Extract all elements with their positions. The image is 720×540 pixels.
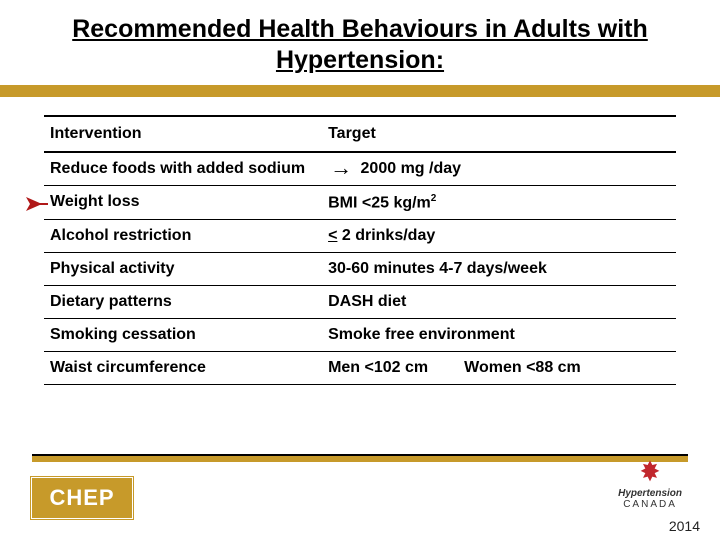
superscript: 2: [431, 193, 437, 204]
behaviours-table: Intervention Target Reduce foods with ad…: [44, 115, 676, 385]
cell-target: DASH diet: [322, 285, 676, 318]
cell-intervention: Weight loss: [44, 185, 322, 219]
target-text: BMI <25 kg/m: [328, 194, 431, 211]
table-row: Smoking cessation Smoke free environment: [44, 318, 676, 351]
cell-intervention: Physical activity: [44, 252, 322, 285]
row-marker-icon: [26, 197, 48, 211]
cell-target: 30-60 minutes 4-7 days/week: [322, 252, 676, 285]
cell-intervention: Dietary patterns: [44, 285, 322, 318]
slide-title: Recommended Health Behaviours in Adults …: [0, 0, 720, 83]
table-row: Dietary patterns DASH diet: [44, 285, 676, 318]
table-row: Physical activity 30-60 minutes 4-7 days…: [44, 252, 676, 285]
accent-bar-bottom: [32, 454, 688, 462]
cell-intervention: Waist circumference: [44, 351, 322, 384]
table-container: Intervention Target Reduce foods with ad…: [0, 97, 720, 385]
chep-logo: CHEP: [32, 478, 132, 518]
target-text: Women <88 cm: [464, 359, 581, 376]
maple-leaf-icon: [636, 458, 664, 486]
cell-intervention: Smoking cessation: [44, 318, 322, 351]
accent-bar-top: [0, 85, 720, 97]
col-target: Target: [322, 116, 676, 152]
cell-target: → 2000 mg /day: [322, 152, 676, 186]
table-row: Waist circumference Men <102 cm Women <88…: [44, 351, 676, 384]
table-row: Reduce foods with added sodium → 2000 mg…: [44, 152, 676, 186]
hypertension-canada-logo: Hypertension CANADA: [618, 458, 682, 510]
logo-text: Hypertension: [618, 488, 682, 499]
col-intervention: Intervention: [44, 116, 322, 152]
target-text: 2 drinks/day: [337, 227, 435, 244]
cell-intervention: Alcohol restriction: [44, 219, 322, 252]
table-row: Weight loss BMI <25 kg/m2: [44, 185, 676, 219]
target-text: Men <102 cm: [328, 359, 428, 376]
cell-intervention: Reduce foods with added sodium: [44, 152, 322, 186]
cell-target: Smoke free environment: [322, 318, 676, 351]
table-row: Alcohol restriction < 2 drinks/day: [44, 219, 676, 252]
year-label: 2014: [669, 518, 700, 534]
target-text: 2000 mg /day: [361, 160, 462, 177]
cell-target: < 2 drinks/day: [322, 219, 676, 252]
cell-target: Men <102 cm Women <88 cm: [322, 351, 676, 384]
table-header-row: Intervention Target: [44, 116, 676, 152]
cell-target: BMI <25 kg/m2: [322, 185, 676, 219]
logo-text: CANADA: [618, 499, 682, 510]
